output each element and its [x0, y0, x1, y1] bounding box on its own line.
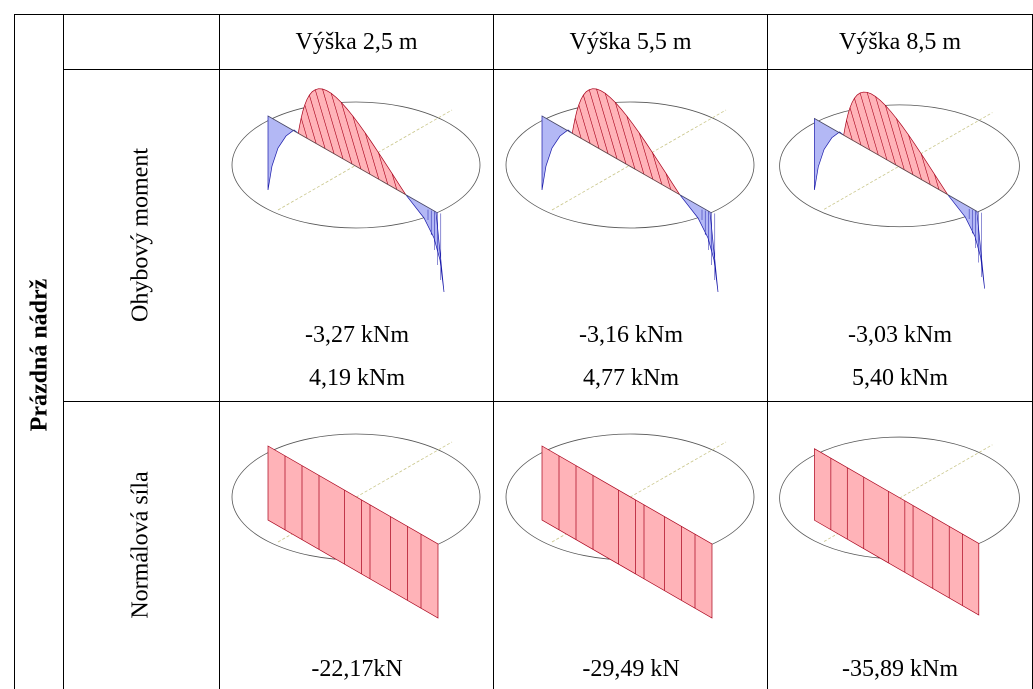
- moment-hatch-line: [314, 89, 335, 154]
- beam-line: [814, 118, 978, 212]
- normal-force-value-2: -29,49 kN: [582, 656, 680, 682]
- moment-hatch-line: [626, 115, 645, 175]
- moment-hatch-line: [330, 93, 353, 165]
- moment-hatch-line: [854, 98, 870, 151]
- positive-moment-arch: [843, 91, 948, 195]
- label-column-divider: [219, 14, 220, 689]
- moment-hatch-line: [578, 104, 591, 144]
- table-border-left: [14, 14, 15, 689]
- moment-hatch-line: [322, 88, 344, 159]
- normal-force-band: [814, 448, 980, 616]
- moment-hatch-line: [588, 89, 609, 154]
- moment-hatch-line: [596, 88, 618, 159]
- moment-hatch-line: [859, 92, 879, 156]
- axis-line: [823, 444, 993, 542]
- moment-hatch-line: [364, 132, 380, 180]
- bending-moment-diagram-3: [779, 91, 1020, 289]
- moment-hatch-line: [896, 118, 914, 175]
- normal-force-diagram-2: [505, 433, 755, 619]
- column-header-1: Výška 2,5 m: [295, 28, 418, 55]
- negative-moment-right: [405, 194, 445, 293]
- moment-hatch-line: [615, 102, 636, 170]
- normal-force-diagram-1: [231, 433, 481, 619]
- moment-hatch-line: [875, 96, 896, 165]
- moment-max-value-3: 5,40 kNm: [852, 365, 948, 391]
- moment-hatch-line: [846, 120, 853, 141]
- moment-hatch-line: [309, 95, 326, 149]
- beam-line: [267, 115, 437, 213]
- axis-line: [551, 441, 727, 543]
- moment-hatch-line: [583, 95, 600, 149]
- moment-hatch-line: [341, 102, 362, 170]
- moment-min-value-1: -3,27 kNm: [305, 322, 409, 348]
- moment-min-value-2: -3,16 kNm: [579, 322, 683, 348]
- row-label-normal-force: Normálová síla: [127, 471, 154, 619]
- bending-moment-diagram-1: [231, 88, 481, 293]
- moment-hatch-line: [304, 104, 317, 144]
- normal-force-band: [267, 445, 439, 619]
- tank-outline: [231, 101, 481, 229]
- table-border-top: [14, 14, 1033, 15]
- beam-line: [541, 115, 711, 213]
- positive-moment-arch: [571, 88, 681, 196]
- moment-hatch-line: [378, 152, 389, 185]
- moment-min-value-3: -3,03 kNm: [848, 322, 952, 348]
- moment-hatch-line: [574, 117, 582, 139]
- normal-force-value-1: -22,17kN: [311, 656, 403, 682]
- moment-hatch-line: [866, 92, 888, 160]
- negative-moment-left: [267, 115, 299, 191]
- moment-hatch-line: [665, 173, 672, 190]
- moment-hatch-line: [934, 173, 940, 190]
- negative-moment-right: [679, 194, 719, 293]
- negative-moment-right: [947, 194, 985, 289]
- bending-moment-diagram-2: [505, 88, 755, 293]
- moment-max-value-1: 4,19 kNm: [309, 365, 405, 391]
- group-label: Prázdná nádrž: [26, 278, 53, 432]
- moment-hatch-line: [638, 132, 654, 180]
- moment-hatch-line: [885, 105, 905, 170]
- moment-max-value-2: 4,77 kNm: [583, 365, 679, 391]
- column-header-2: Výška 5,5 m: [569, 28, 692, 55]
- header-row-divider: [63, 69, 1033, 70]
- tank-outline: [779, 104, 1020, 228]
- normal-force-band: [541, 445, 713, 619]
- column-header-3: Výška 8,5 m: [839, 28, 961, 55]
- group-column-divider: [63, 14, 64, 689]
- moment-hatch-line: [920, 153, 931, 185]
- column-divider-1: [493, 14, 494, 689]
- normal-force-diagram-3: [779, 436, 1020, 616]
- moment-hatch-line: [849, 107, 862, 146]
- axis-line: [277, 441, 453, 543]
- moment-hatch-line: [300, 117, 308, 139]
- moment-hatch-line: [652, 152, 663, 185]
- column-divider-2: [767, 14, 768, 689]
- negative-moment-left: [541, 115, 573, 191]
- tank-outline: [505, 101, 755, 229]
- moment-hatch-line: [908, 134, 922, 180]
- moment-hatch-line: [352, 115, 371, 175]
- normal-force-value-3: -35,89 kNm: [842, 656, 958, 682]
- negative-moment-left: [814, 117, 844, 191]
- row-label-bending-moment: Ohybový moment: [127, 148, 154, 322]
- positive-moment-arch: [297, 88, 407, 196]
- row-divider: [63, 401, 1033, 402]
- moment-hatch-line: [391, 173, 398, 190]
- moment-hatch-line: [604, 93, 627, 165]
